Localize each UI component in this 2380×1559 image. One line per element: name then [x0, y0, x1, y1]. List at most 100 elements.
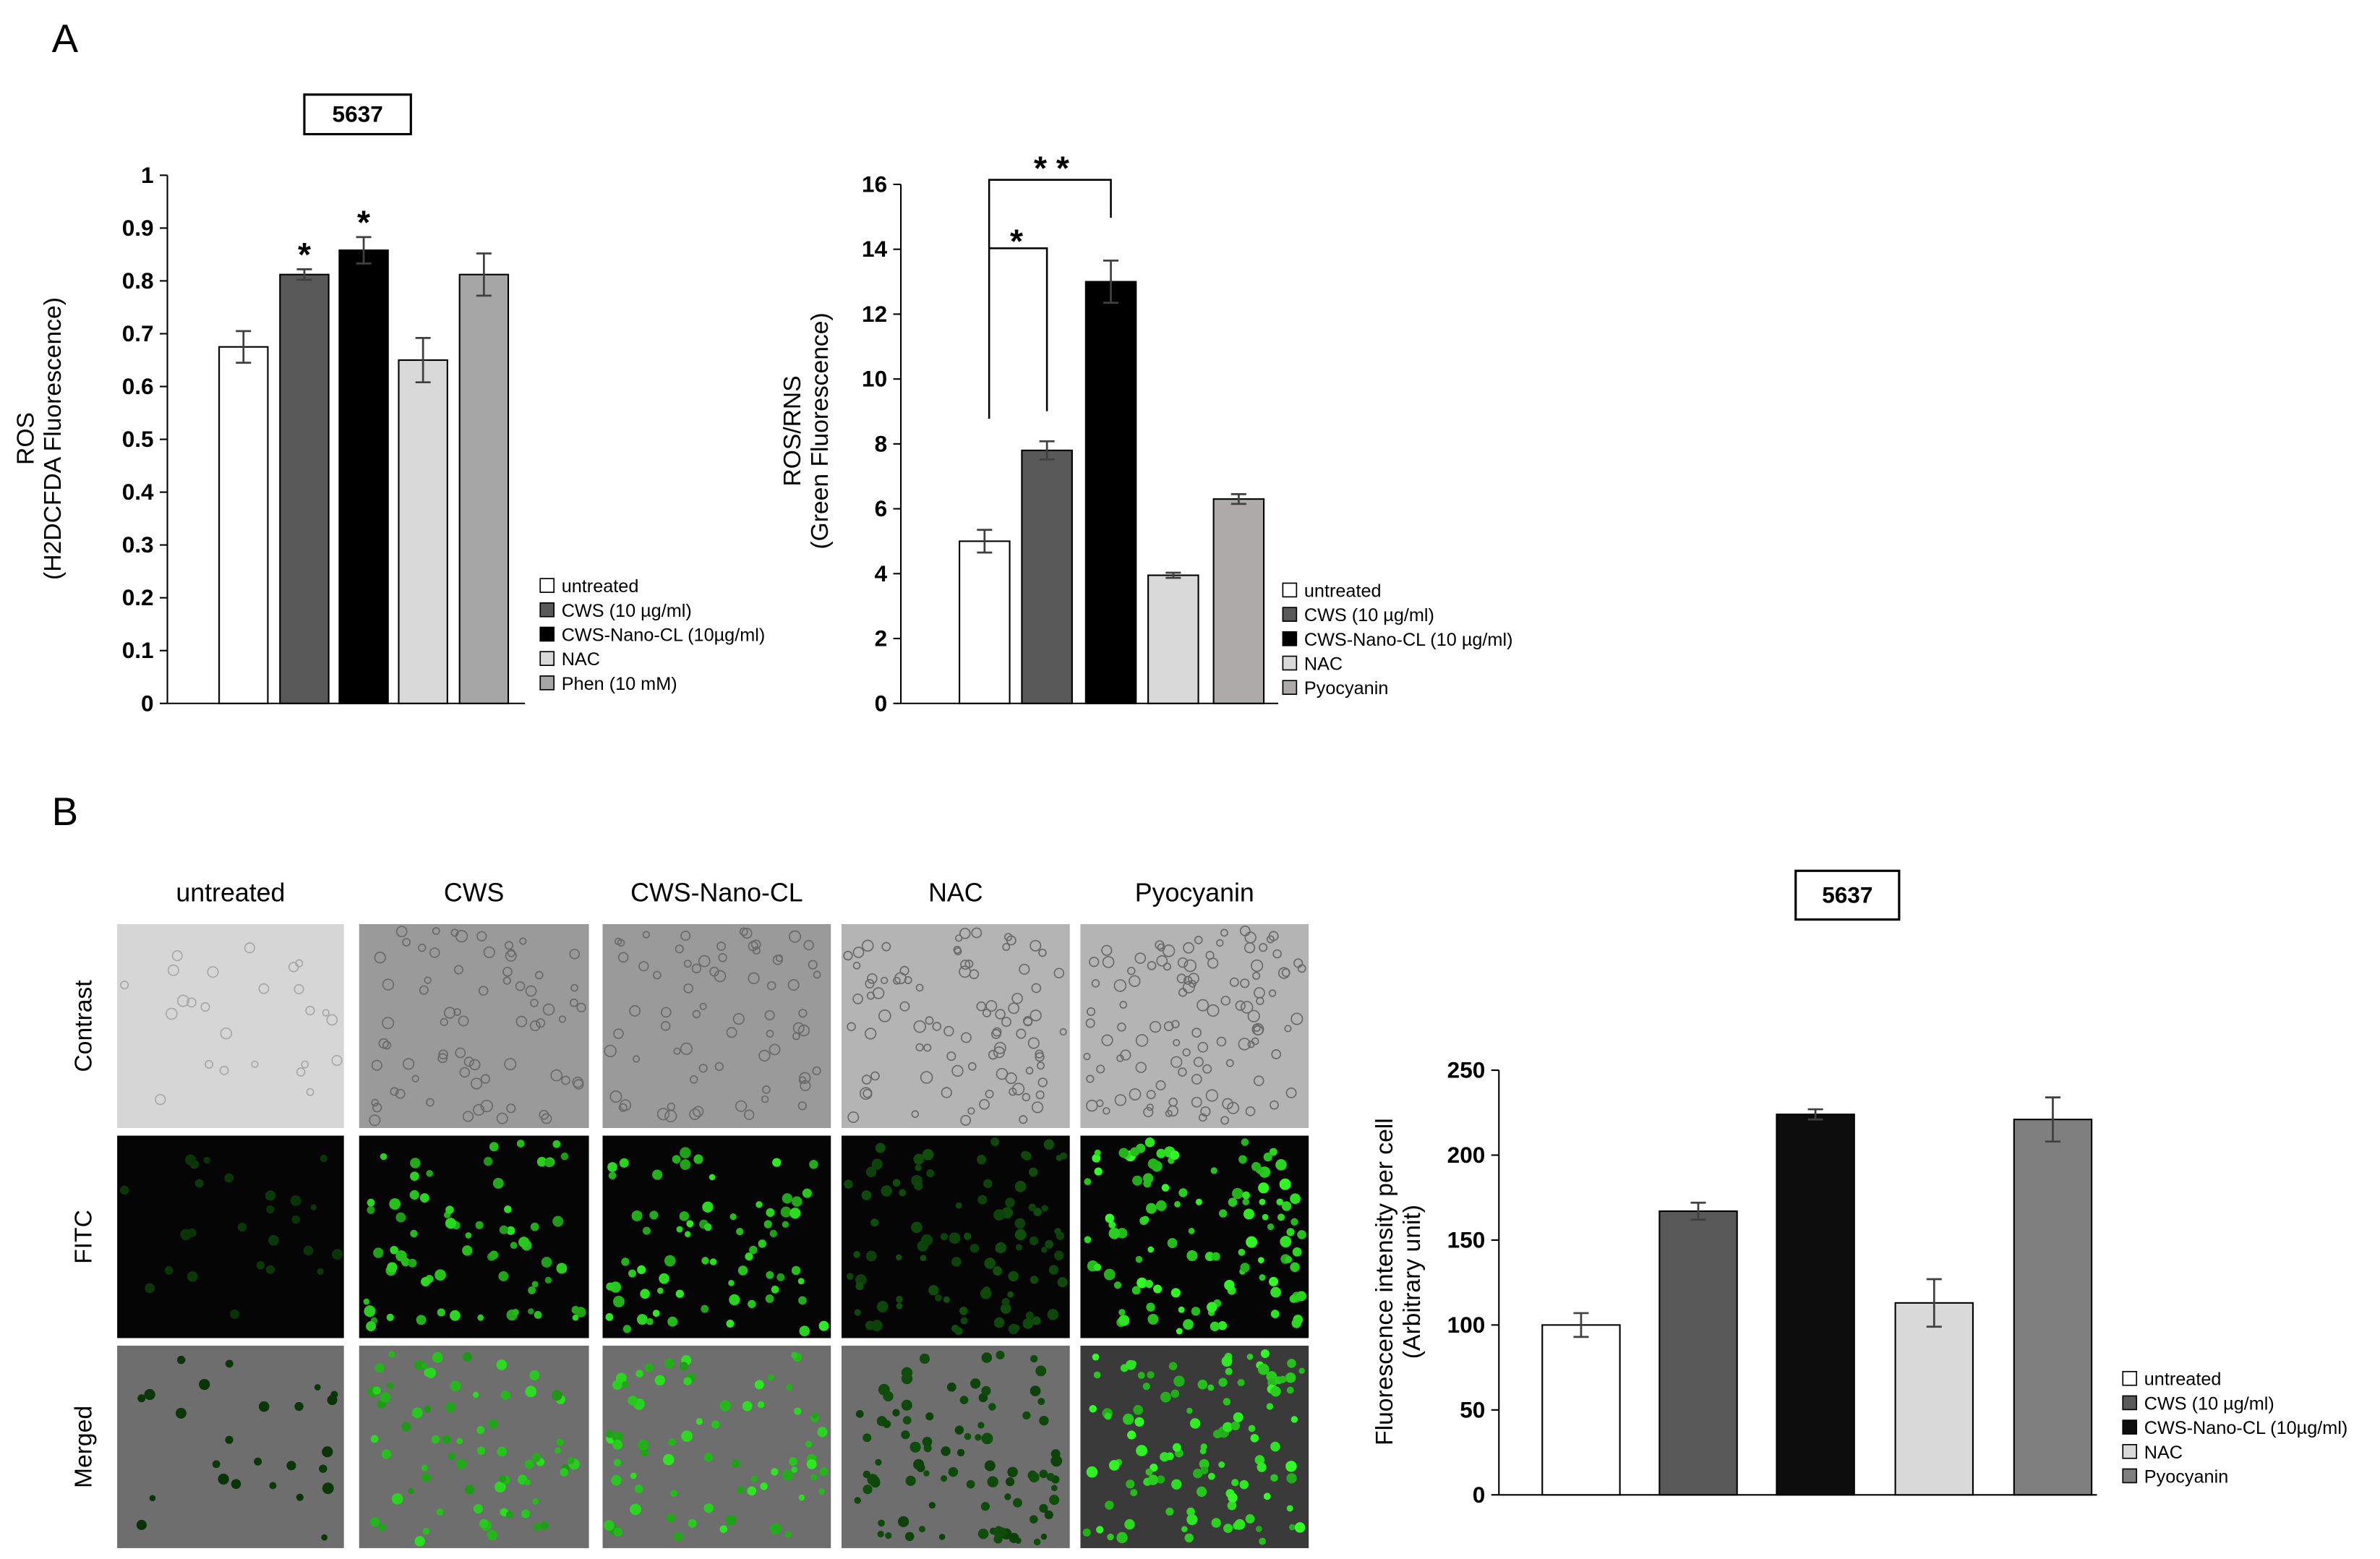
- cell: [1101, 1034, 1113, 1046]
- cell: [959, 928, 971, 939]
- cell: [374, 1363, 385, 1373]
- cell: [766, 1270, 774, 1279]
- cell: [1096, 1099, 1104, 1107]
- cell: [1267, 1223, 1275, 1231]
- cell: [218, 1473, 229, 1485]
- cell: [1234, 1519, 1246, 1530]
- cell: [205, 1059, 214, 1069]
- cell: [382, 978, 395, 991]
- cell: [622, 1325, 632, 1333]
- cell: [1251, 1161, 1261, 1171]
- cell: [866, 991, 876, 1000]
- cell: [231, 1479, 241, 1490]
- cell: [747, 1486, 757, 1496]
- cell: [802, 1188, 812, 1198]
- cell: [536, 1018, 546, 1028]
- cell: [507, 949, 515, 957]
- bar: [2013, 1119, 2093, 1496]
- cell: [1000, 1303, 1011, 1314]
- cell: [301, 1060, 309, 1069]
- cell: [479, 1519, 489, 1529]
- cell: [1156, 1148, 1166, 1158]
- cell: [541, 1257, 552, 1268]
- cell: [959, 1307, 968, 1315]
- cell: [1014, 1218, 1026, 1229]
- cell: [524, 1459, 534, 1469]
- cell: [984, 1460, 996, 1472]
- cell: [1257, 1462, 1267, 1472]
- cell: [372, 1102, 382, 1113]
- cell: [692, 1009, 701, 1019]
- cell: [1207, 1004, 1220, 1017]
- cell: [1252, 971, 1261, 980]
- chart-title: 5637: [1822, 881, 1872, 907]
- cell: [1228, 1197, 1238, 1207]
- cell: [959, 965, 971, 978]
- cell: [462, 1245, 473, 1256]
- cell: [960, 1317, 968, 1325]
- cell: [371, 1098, 380, 1107]
- cell: [458, 1015, 469, 1027]
- cell: [1259, 1274, 1266, 1281]
- cell: [380, 1392, 391, 1404]
- cell: [1296, 1291, 1307, 1302]
- cell: [532, 1498, 539, 1505]
- cell: [207, 966, 219, 978]
- cell: [1019, 963, 1030, 975]
- cell: [1263, 1492, 1271, 1500]
- cell: [1082, 1528, 1091, 1537]
- legend-label: NAC: [562, 649, 600, 670]
- cell: [809, 1159, 818, 1169]
- cell: [955, 934, 963, 942]
- cell: [525, 985, 537, 997]
- cell: [749, 1245, 758, 1255]
- cell: [1218, 1461, 1225, 1469]
- cell: [1287, 1359, 1296, 1368]
- cell: [1033, 1208, 1042, 1216]
- cell: [642, 931, 651, 939]
- cell: [881, 941, 891, 952]
- cell: [899, 1189, 907, 1197]
- image-column-label: NAC: [928, 878, 983, 907]
- y-axis-label-line: ROS: [12, 412, 39, 465]
- error-bar: [1039, 440, 1055, 461]
- bar: [218, 346, 269, 704]
- cell: [1277, 1213, 1285, 1221]
- cell: [964, 1432, 972, 1440]
- cell: [664, 1255, 676, 1267]
- cell: [453, 1008, 461, 1016]
- cell: [776, 1273, 785, 1281]
- cell: [1235, 1000, 1246, 1011]
- cell: [630, 1503, 641, 1516]
- y-tick-label: 0: [1473, 1482, 1486, 1508]
- cell: [1189, 1418, 1201, 1429]
- cell: [320, 1154, 328, 1163]
- cell: [763, 1220, 772, 1229]
- cell: [1108, 1221, 1116, 1229]
- cell: [1029, 1472, 1040, 1483]
- cell: [317, 1268, 324, 1276]
- cell: [990, 1137, 1000, 1146]
- cell: [456, 1438, 463, 1445]
- cell: [711, 1420, 720, 1429]
- cell: [175, 1407, 187, 1419]
- bar: [1541, 1324, 1621, 1496]
- cell: [402, 1058, 415, 1070]
- y-tick-label: 200: [1447, 1142, 1486, 1168]
- cell: [504, 1205, 512, 1213]
- cell: [373, 1247, 384, 1258]
- cell: [758, 1239, 767, 1248]
- cell: [1083, 1052, 1091, 1061]
- cell: [844, 1179, 853, 1189]
- cell: [852, 947, 865, 958]
- cell: [993, 1266, 1003, 1276]
- micrograph: [359, 923, 589, 1129]
- cell: [1163, 962, 1172, 971]
- cell: [555, 1447, 561, 1454]
- cell: [701, 1257, 709, 1265]
- cell: [1157, 943, 1165, 952]
- cell: [1030, 1354, 1038, 1363]
- cell: [780, 1206, 792, 1218]
- cell: [1178, 1306, 1185, 1313]
- cell: [911, 1221, 923, 1234]
